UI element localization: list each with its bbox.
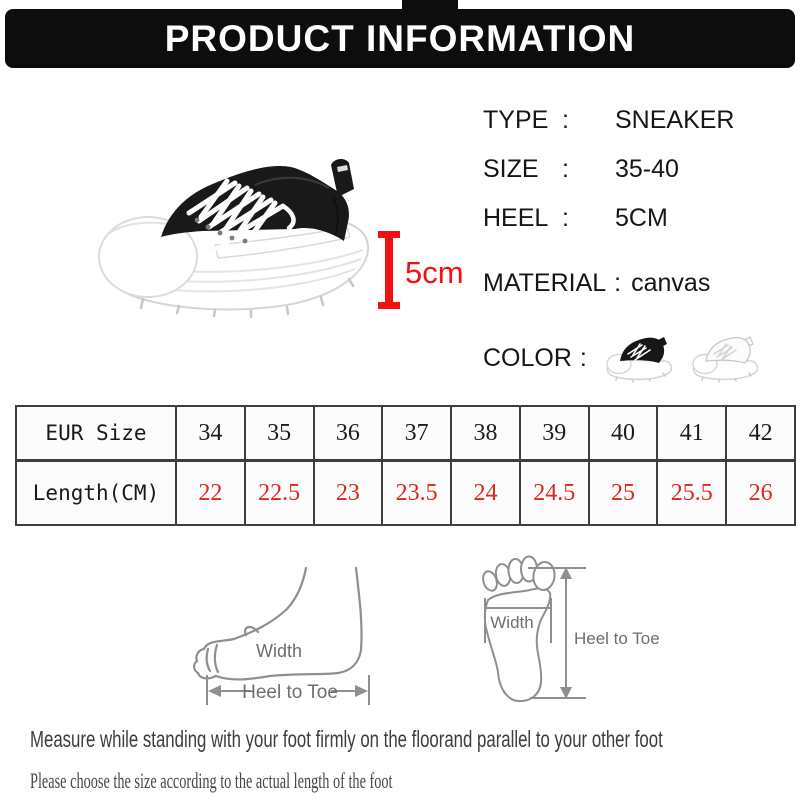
spec-label-size: SIZE bbox=[483, 155, 539, 183]
spec-row-heel: HEEL : 5CM bbox=[483, 204, 668, 233]
size-cell: 40 bbox=[587, 405, 659, 462]
heel-to-toe-arrow bbox=[206, 675, 370, 705]
size-cell: 37 bbox=[381, 405, 453, 462]
heel-seam bbox=[332, 196, 339, 236]
size-cell: 39 bbox=[518, 405, 590, 462]
size-cell: 36 bbox=[312, 405, 384, 462]
length-cell: 22.5 bbox=[243, 459, 315, 526]
header-banner: PRODUCT INFORMATION bbox=[5, 9, 795, 68]
size-cell: 35 bbox=[243, 405, 315, 462]
toe-cap bbox=[98, 216, 198, 298]
laces bbox=[186, 178, 296, 252]
length-cell: 26 bbox=[725, 459, 796, 526]
footprint-outline bbox=[483, 587, 552, 703]
size-cell: 41 bbox=[656, 405, 728, 462]
choose-size-instruction-text: Please choose the size according to the … bbox=[30, 768, 393, 793]
heel-to-toe-vertical-arrow bbox=[528, 567, 586, 699]
color-option-white-sneaker bbox=[692, 336, 758, 383]
bottom-width-label: Width bbox=[490, 613, 533, 632]
page-title: PRODUCT INFORMATION bbox=[164, 17, 636, 59]
heel-height-label: 5cm bbox=[405, 255, 464, 290]
spec-label-heel: HEEL bbox=[483, 204, 549, 232]
sneaker-image bbox=[98, 159, 370, 319]
length-cell: 25 bbox=[587, 459, 659, 526]
spec-colon: : bbox=[562, 204, 569, 232]
spec-value-type: SNEAKER bbox=[615, 106, 735, 134]
size-table-header-row: EUR Size 34 35 36 37 38 39 40 41 42 bbox=[15, 405, 796, 462]
size-table-length-row: Length(CM) 22 22.5 23 23.5 24 24.5 25 25… bbox=[15, 459, 796, 526]
heel-tab bbox=[331, 159, 354, 197]
size-cell: 34 bbox=[175, 405, 246, 462]
bottom-heel-to-toe-label: Heel to Toe bbox=[574, 629, 660, 648]
arrow-heads bbox=[560, 567, 572, 699]
spec-colon: : bbox=[562, 155, 569, 183]
spec-colon: : bbox=[614, 269, 622, 297]
arrow-heads bbox=[208, 685, 368, 697]
spec-row-color: COLOR : bbox=[483, 330, 763, 386]
length-cell: 24 bbox=[450, 459, 521, 526]
side-heel-to-toe-label: Heel to Toe bbox=[242, 682, 338, 703]
spec-row-material: MATERIAL : canvas bbox=[483, 269, 710, 298]
length-cell: 25.5 bbox=[656, 459, 728, 526]
color-option-black-sneaker bbox=[606, 337, 672, 383]
spec-row-size: SIZE : 35-40 bbox=[483, 155, 679, 184]
spec-value-size: 35-40 bbox=[615, 155, 679, 183]
size-cell: 38 bbox=[450, 405, 521, 462]
length-header-cell: Length(CM) bbox=[15, 459, 177, 526]
length-cell: 22 bbox=[175, 459, 246, 526]
spec-row-type: TYPE : SNEAKER bbox=[483, 106, 734, 135]
foot-bottom-diagram: Width Heel to Toe bbox=[482, 555, 660, 703]
length-cell: 23.5 bbox=[381, 459, 453, 526]
collar-line bbox=[254, 176, 330, 189]
spec-colon: : bbox=[579, 343, 587, 372]
spec-label-color: COLOR bbox=[483, 343, 572, 372]
toes bbox=[482, 555, 556, 592]
sole-tread-lugs bbox=[139, 277, 355, 319]
side-width-label: Width bbox=[256, 641, 302, 661]
foot-side-outline bbox=[193, 566, 363, 681]
eyelets bbox=[194, 217, 248, 244]
spec-colon: : bbox=[562, 106, 569, 134]
length-cell: 23 bbox=[312, 459, 384, 526]
spec-value-material: canvas bbox=[631, 269, 711, 297]
heel-tab-slot bbox=[337, 165, 348, 172]
foot-side-diagram: Width Heel to Toe bbox=[193, 566, 370, 705]
length-cell: 24.5 bbox=[518, 459, 590, 526]
size-table: EUR Size 34 35 36 37 38 39 40 41 42 Leng… bbox=[15, 405, 796, 526]
spec-label-type: TYPE bbox=[483, 106, 549, 134]
canvas-upper bbox=[161, 165, 349, 241]
size-cell: 42 bbox=[725, 405, 796, 462]
eur-size-header-cell: EUR Size bbox=[15, 405, 177, 462]
width-arrow bbox=[484, 598, 552, 643]
height-ruler-icon bbox=[378, 231, 400, 309]
spec-value-heel: 5CM bbox=[615, 204, 668, 232]
spec-label-material: MATERIAL bbox=[483, 269, 607, 297]
measure-instruction-text: Measure while standing with your foot fi… bbox=[30, 726, 663, 752]
